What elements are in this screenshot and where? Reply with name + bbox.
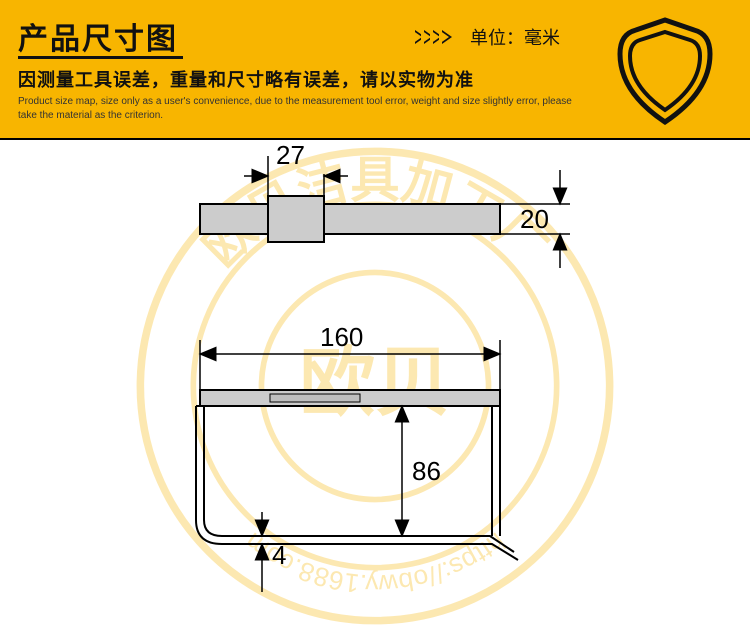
dim-27: 27	[244, 140, 348, 196]
dim-4-value: 4	[272, 540, 286, 570]
ring-wire-inner	[204, 406, 514, 552]
drawing-svg: 27 20	[0, 140, 750, 632]
subtitle-en: Product size map, size only as a user's …	[18, 95, 578, 123]
unit-value: 毫米	[524, 28, 560, 48]
top-plate	[200, 204, 500, 234]
subtitle-cn: 因测量工具误差，重量和尺寸略有误差，请以实物为准	[18, 66, 474, 92]
shield-icon	[610, 14, 720, 129]
dim-86-value: 86	[412, 456, 441, 486]
dim-20-value: 20	[520, 204, 549, 234]
front-view: 160 86 4	[196, 322, 518, 592]
unit-label: 单位：毫米	[470, 24, 560, 50]
chevron-ornament	[415, 30, 451, 44]
mount-boss	[270, 394, 360, 402]
ring-outer	[200, 406, 500, 536]
top-view: 27 20	[200, 140, 570, 268]
header-banner: 产品尺寸图 单位：毫米 因测量工具误差，重量和尺寸略有误差，请以实物为准 Pro…	[0, 0, 750, 140]
dim-4: 4	[240, 512, 286, 592]
dimension-diagram: 欧贝洁具加工厂 https://obwy.1688.com 欧贝	[0, 140, 750, 632]
dim-86: 86	[380, 406, 441, 536]
dim-27-value: 27	[276, 140, 305, 170]
title-underline	[18, 56, 183, 59]
dim-160-value: 160	[320, 322, 363, 352]
top-boss	[268, 196, 324, 242]
dim-160: 160	[200, 322, 500, 390]
dim-20: 20	[500, 170, 570, 268]
page-title: 产品尺寸图	[18, 14, 178, 58]
unit-label-text: 单位：	[470, 28, 524, 48]
